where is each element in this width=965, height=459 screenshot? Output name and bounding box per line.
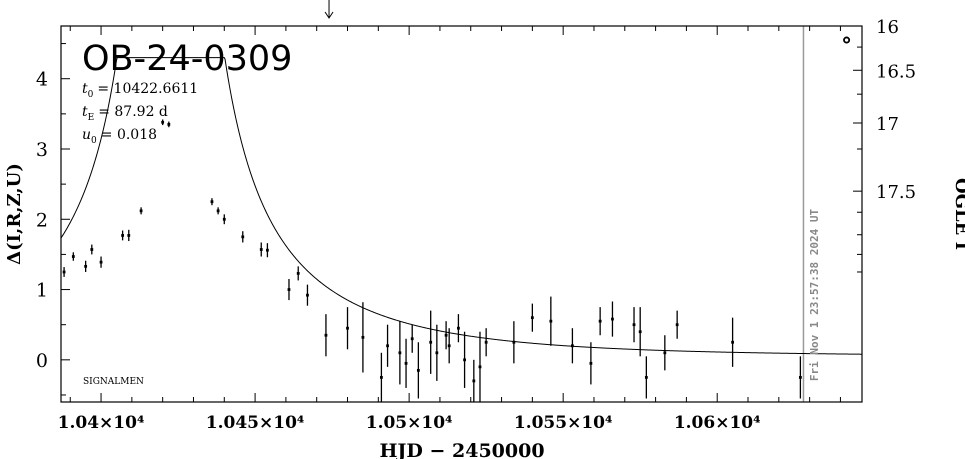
param-tE-value: = 87.92 d [98, 104, 168, 120]
data-point [90, 248, 94, 251]
data-point [287, 288, 291, 291]
svg-text:u0= 0.018: u0 = 0.018 [82, 127, 157, 146]
data-point [346, 326, 349, 330]
data-point [410, 337, 414, 341]
param-tE-subscript: E [88, 113, 95, 123]
data-point [404, 361, 408, 365]
param-u0-symbol: u [82, 127, 91, 143]
data-point [463, 358, 466, 362]
timestamp-label: Fri Nov 1 23:57:38 2024 UT [808, 209, 821, 382]
data-point [549, 319, 553, 323]
data-point [161, 120, 165, 124]
data-point [99, 260, 103, 264]
data-point [663, 351, 667, 355]
data-point [798, 376, 802, 379]
param-u0-value: = 0.018 [101, 127, 157, 143]
param-u0: u0 = 0.018 [82, 127, 157, 146]
param-u0-subscript: 0 [91, 136, 97, 146]
data-point [638, 330, 642, 334]
data-point [259, 248, 263, 251]
data-point [62, 270, 66, 274]
data-point [512, 340, 516, 344]
data-point [611, 317, 614, 321]
right-tick-label: 17 [876, 114, 899, 135]
chart-title: OB-24-0309 [82, 39, 292, 79]
data-point [447, 344, 451, 348]
data-point [398, 351, 402, 355]
data-point [222, 217, 226, 221]
model-curve [60, 57, 863, 355]
data-point [216, 209, 220, 213]
x-tick-label: 1.06×10⁴ [674, 413, 761, 433]
data-point [472, 379, 476, 383]
data-point [444, 333, 448, 337]
param-t0: t0 = 10422.6611 [82, 81, 198, 100]
right-tick-label: 16 [876, 17, 899, 38]
data-point [457, 326, 460, 330]
right-tick-label: 17.5 [876, 182, 916, 203]
data-point [380, 376, 383, 379]
y-tick-label: 4 [36, 69, 48, 91]
param-t0-symbol: t [82, 81, 88, 97]
x-tick-label: 1.055×10⁴ [514, 413, 613, 433]
plot-frame [60, 25, 863, 403]
data-point [530, 316, 534, 320]
data-point [731, 340, 735, 344]
data-point [241, 235, 245, 239]
data-point [361, 335, 365, 339]
data-point [296, 271, 300, 275]
data-point [632, 323, 636, 327]
data-point [167, 122, 171, 126]
data-point [266, 248, 269, 252]
data-point [84, 264, 88, 268]
param-tE-symbol: t [82, 104, 88, 120]
data-point [139, 209, 143, 213]
param-tE: tE = 87.92 d [82, 104, 168, 123]
y-axis-label-left: Δ(I,R,Z,U) [4, 163, 25, 265]
y-axis-label-right: OGLE I [951, 178, 965, 250]
footer-label: SIGNALMEN [83, 377, 144, 387]
chart-text: OB-24-0309 t0 = 10422.6611 tE = 87.92 d u0… [4, 39, 965, 459]
data-point [571, 344, 574, 348]
data-point [644, 376, 648, 379]
x-tick-label: 1.04×10⁴ [58, 413, 145, 433]
right-tick-label: 16.5 [876, 61, 916, 82]
data-point [598, 319, 602, 323]
data-point [324, 333, 328, 337]
data-point [127, 234, 131, 237]
data-point [484, 340, 488, 344]
time-marker-arrow-head [324, 11, 334, 19]
data-point [675, 323, 679, 327]
data-point [429, 340, 433, 344]
svg-text:tE= 87.92 d: tE = 87.92 d [82, 104, 168, 123]
data-point [306, 293, 309, 297]
svg-text:t0= 10422.6611: t0 = 10422.6611 [82, 81, 198, 100]
y-tick-label: 3 [36, 139, 48, 161]
x-tick-label: 1.05×10⁴ [366, 413, 453, 433]
data-point [210, 200, 214, 204]
data-point [478, 365, 482, 369]
data-point [435, 351, 439, 355]
data-point [589, 361, 593, 365]
data-point [416, 368, 420, 372]
param-t0-value: = 10422.6611 [97, 81, 198, 97]
y-tick-label: 0 [36, 350, 48, 372]
data-point [386, 344, 389, 348]
y-tick-label: 2 [36, 209, 48, 231]
param-t0-subscript: 0 [88, 90, 94, 100]
y-tick-label: 1 [36, 280, 48, 302]
data-point [71, 255, 75, 258]
x-tick-label: 1.045×10⁴ [206, 413, 305, 433]
x-axis-label: HJD − 2450000 [379, 440, 544, 459]
plot-area: 1.04×10⁴ 1.045×10⁴ 1.05×10⁴ 1.055×10⁴ 1.06×1… [36, 0, 916, 433]
data-point [121, 234, 125, 237]
data-point-circle [843, 36, 851, 44]
